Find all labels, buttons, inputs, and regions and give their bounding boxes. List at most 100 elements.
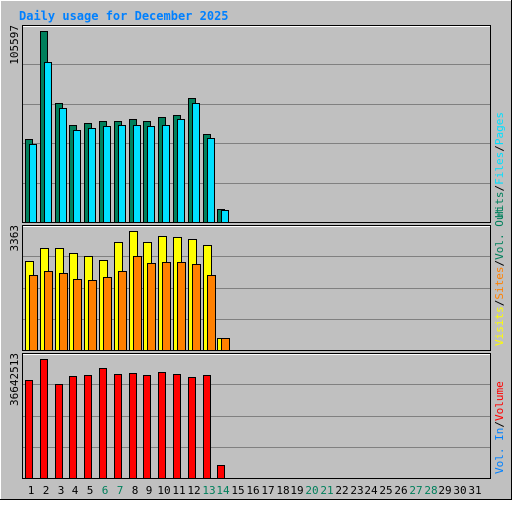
legend-entry: Visits [493, 306, 506, 346]
bar-files [207, 138, 215, 223]
day-label: 16 [246, 484, 259, 497]
day-label: 13 [202, 484, 215, 497]
day-label: 23 [350, 484, 363, 497]
day-label: 12 [187, 484, 200, 497]
y-max-label: 105597 [8, 25, 21, 65]
day-label: 10 [157, 484, 170, 497]
bar-volume [114, 374, 122, 479]
y-max-label: 36642513 [8, 353, 21, 406]
bar-sites [73, 279, 82, 351]
legend: Hits/Files/Pages [493, 112, 506, 218]
y-max-label: 3363 [8, 225, 21, 252]
bar-sites [88, 280, 97, 351]
bar-sites [221, 338, 230, 351]
legend-entry: Sites [493, 267, 506, 300]
legend-entry: / [493, 421, 506, 428]
bar-volume [84, 375, 92, 479]
bar-files [59, 108, 67, 223]
legend-entry: Volume [493, 381, 506, 421]
bar-volume [69, 376, 77, 479]
bar-files [118, 125, 126, 223]
bar-files [147, 126, 155, 223]
day-label: 19 [290, 484, 303, 497]
bar-sites [29, 275, 38, 351]
day-label: 22 [335, 484, 348, 497]
bar-sites [177, 262, 186, 351]
day-label: 31 [468, 484, 481, 497]
legend-entry: Pages [493, 112, 506, 145]
bar-sites [133, 256, 142, 351]
legend-entry: / [493, 300, 506, 307]
legend: Visits/Sites/Vol. Out [493, 207, 506, 346]
day-label: 11 [172, 484, 185, 497]
bar-sites [103, 277, 112, 351]
day-label: 15 [231, 484, 244, 497]
bar-sites [59, 273, 68, 351]
legend-entry: / [493, 260, 506, 267]
bar-volume [203, 375, 211, 479]
day-label: 28 [424, 484, 437, 497]
day-label: 5 [87, 484, 94, 497]
bar-volume [55, 384, 63, 479]
bar-sites [162, 262, 171, 351]
bar-files [192, 103, 200, 223]
bar-files [29, 144, 37, 223]
day-label: 3 [58, 484, 65, 497]
day-label: 29 [438, 484, 451, 497]
bar-volume [158, 372, 166, 479]
chart-title: Daily usage for December 2025 [19, 9, 229, 23]
day-label: 2 [43, 484, 50, 497]
day-label: 30 [453, 484, 466, 497]
bar-volume [25, 380, 33, 479]
day-label: 21 [320, 484, 333, 497]
day-label: 1 [28, 484, 35, 497]
day-label: 4 [72, 484, 79, 497]
day-label: 8 [132, 484, 139, 497]
day-label: 9 [146, 484, 153, 497]
day-label: 20 [305, 484, 318, 497]
bar-sites [118, 271, 127, 351]
bar-files [88, 128, 96, 223]
legend-entry: Hits [493, 192, 506, 219]
day-label: 27 [409, 484, 422, 497]
bar-volume [129, 373, 137, 479]
legend-entry: / [493, 145, 506, 152]
bar-files [44, 62, 52, 223]
chart-panels: 105597Hits/Files/Pages3363Visits/Sites/V… [8, 25, 506, 479]
legend-entry: Files [493, 152, 506, 185]
bar-files [73, 130, 81, 223]
day-label: 18 [276, 484, 289, 497]
bar-volume [40, 359, 48, 479]
legend-entry: / [493, 185, 506, 192]
legend: Vol. In/Volume [493, 381, 506, 474]
day-labels: 1 2 3 4 5 6 7 8 9 10 11 12 13 14 15 16 17 18 19 20 21 22 23 24 2… [28, 484, 482, 497]
bar-files [177, 119, 185, 223]
bar-sites [147, 263, 156, 351]
day-label: 6 [102, 484, 109, 497]
bar-sites [192, 264, 201, 351]
bar-sites [207, 275, 216, 351]
bar-volume [217, 465, 225, 479]
bar-volume [99, 368, 107, 479]
day-label: 14 [216, 484, 230, 497]
day-label: 7 [117, 484, 124, 497]
day-label: 17 [261, 484, 274, 497]
day-label: 24 [364, 484, 378, 497]
bar-files [103, 126, 111, 223]
day-label: 26 [394, 484, 407, 497]
legend-entry: Vol. In [493, 428, 506, 474]
bar-files [162, 125, 170, 223]
bar-volume [173, 374, 181, 479]
legend-entry: Vol. Out [493, 207, 506, 260]
bar-files [133, 125, 141, 223]
bar-files [221, 210, 229, 223]
bar-volume [143, 375, 151, 479]
day-label: 25 [379, 484, 392, 497]
panel-volume: 36642513 Vol. In/Volume [8, 353, 506, 479]
bar-volume [188, 377, 196, 479]
bar-sites [44, 271, 53, 351]
